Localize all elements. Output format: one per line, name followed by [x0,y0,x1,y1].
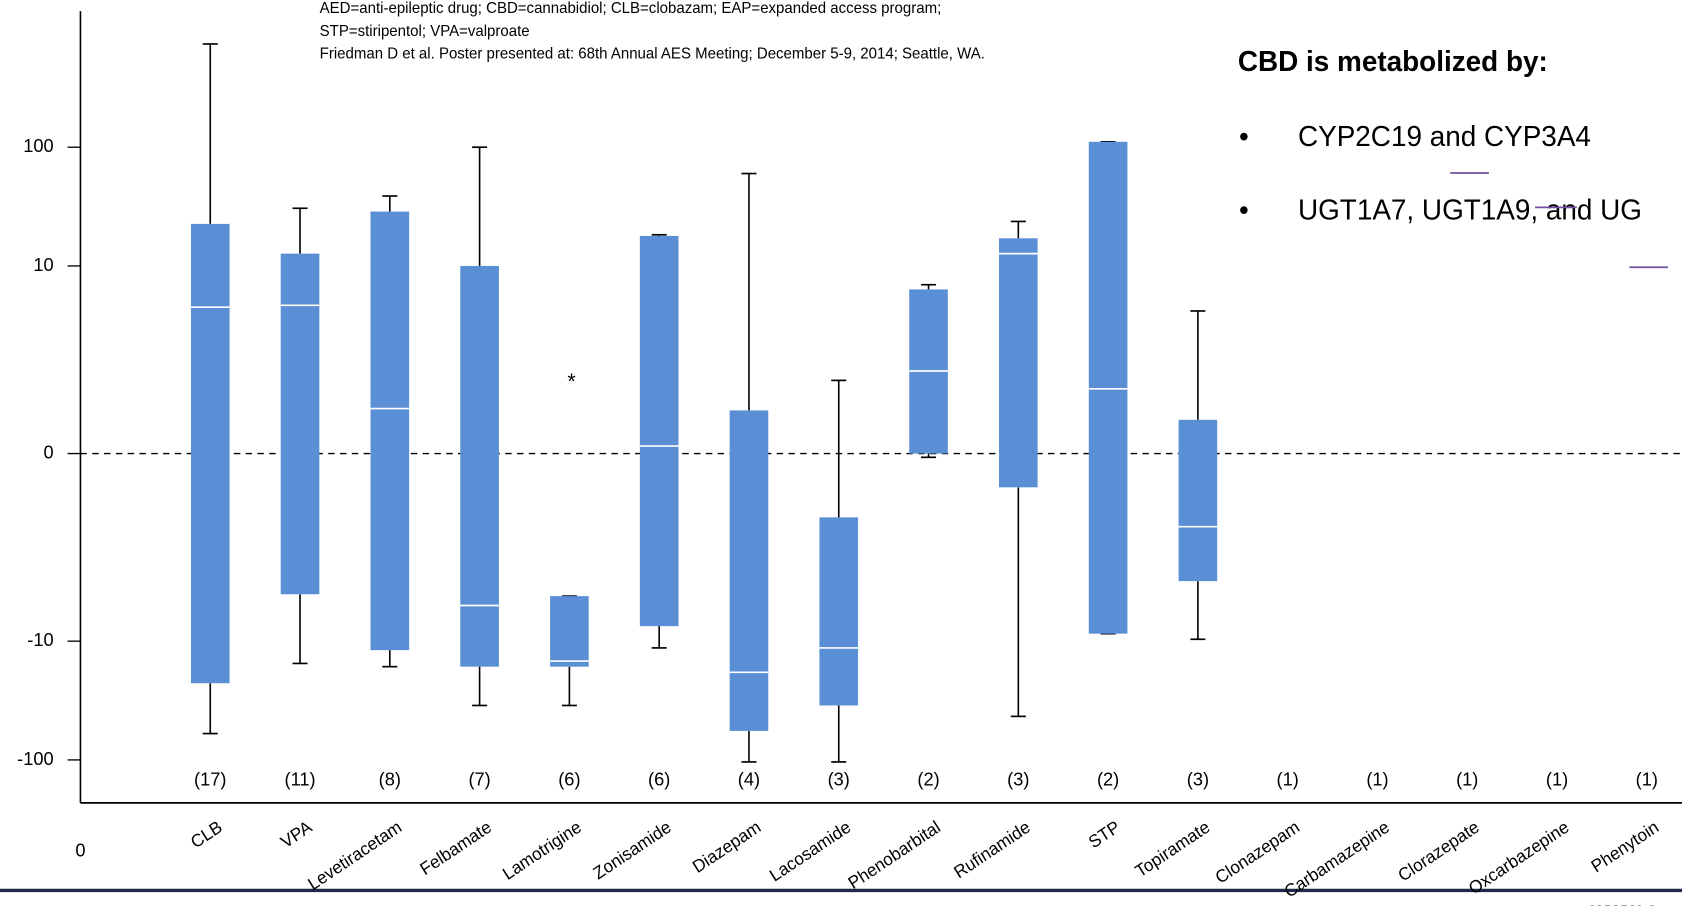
bullet-dot: • [1239,194,1249,227]
box [1089,142,1128,634]
outlier: * [567,368,576,393]
count-label: (1) [1366,768,1388,789]
bullet-dot: • [1239,121,1249,154]
y-tick-label: 10 [33,254,53,275]
note: STP=stiripentol; VPA=valproate [320,23,530,40]
bullet: CYP2C19 and CYP3A4 [1298,121,1591,154]
count-label: (3) [1007,768,1029,789]
side-panel: CBD is metabolized by: • CYP2C19 and CYP… [1238,45,1668,267]
x-tick-label: CLB [187,816,226,852]
count-label: (1) [1456,768,1478,789]
x-tick-label: Clorazepate [1394,816,1482,885]
x-tick-label: Clonazepam [1212,816,1303,887]
x-tick-label: Diazepam [689,816,764,877]
box [999,238,1038,487]
bullet: UGT1A7, UGT1A9, and UG [1298,194,1642,227]
panel-title: CBD is metabolized by: [1238,45,1548,78]
x-tick-label: Zonisamide [589,816,674,883]
note: Friedman D et al. Poster presented at: 6… [320,45,985,62]
slide: AED=anti-epileptic drug; CBD=cannabidiol… [0,0,1682,906]
y-tick-label: 0 [43,441,53,462]
x-tick-label: Rufinamide [950,816,1033,882]
count-label: (11) [285,768,316,789]
count-label: (4) [738,768,760,789]
x-tick-label: Phenobarbital [844,816,943,893]
page: {"notes": ["AED=anti-epileptic drug; CBD… [0,0,1682,906]
x-tick-label: Oxcarbazepine [1465,816,1572,898]
x-tick-label: STP [1085,816,1124,852]
x-tick-label: Phenytoin [1587,816,1662,876]
count-label: (17) [194,768,226,789]
y-tick-label: -100 [17,748,53,769]
y-tick-label: -10 [27,629,53,650]
count-label: (3) [828,768,850,789]
count-label: (3) [1187,768,1209,789]
x-origin-label: 0 [75,839,85,860]
box [550,596,589,667]
note: AED=anti-epileptic drug; CBD=cannabidiol… [320,0,942,17]
count-label: (1) [1546,768,1568,789]
x-tick-label: Levetiracetam [304,816,405,894]
count-label: (2) [917,768,939,789]
x-tick-label: Lacosamide [766,816,854,885]
count-label: (6) [558,768,580,789]
box [191,224,230,683]
y-tick-label: 100 [23,135,53,156]
x-tick-label: Felbamate [416,816,495,879]
footer-url: www.s [1590,897,1658,906]
x-tick-label: Topiramate [1131,816,1213,881]
x-tick-label: Lamotrigine [499,816,585,883]
count-label: (2) [1097,768,1119,789]
x-tick-label: VPA [277,816,316,852]
count-label: (8) [379,768,401,789]
box [460,266,499,667]
box [1179,420,1218,581]
notes: AED=anti-epileptic drug; CBD=cannabidiol… [320,0,985,63]
count-label: (1) [1636,768,1658,789]
count-label: (6) [648,768,670,789]
box [819,517,858,705]
box [640,236,679,626]
box [730,410,769,731]
count-label: (7) [468,768,490,789]
footer: www.s [0,890,1682,906]
count-label: (1) [1277,768,1299,789]
box [371,212,410,651]
